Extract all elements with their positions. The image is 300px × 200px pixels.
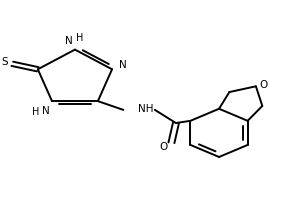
Text: N: N [42, 106, 50, 116]
Text: H: H [76, 33, 83, 43]
Text: O: O [160, 142, 168, 152]
Text: NH: NH [138, 104, 154, 114]
Text: S: S [2, 57, 8, 67]
Text: N: N [65, 36, 73, 46]
Text: N: N [119, 60, 126, 70]
Text: O: O [259, 80, 268, 90]
Text: H: H [32, 107, 39, 117]
